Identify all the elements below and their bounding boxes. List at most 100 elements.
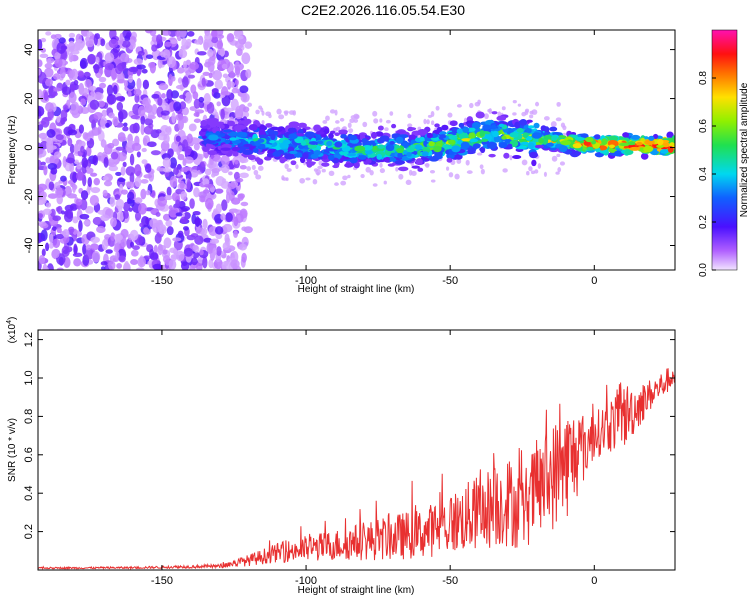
spectrogram-y-tick-label: -40 bbox=[23, 238, 35, 254]
spectrogram-noise-blob bbox=[179, 101, 187, 110]
spectrogram-faint-dot bbox=[312, 178, 318, 185]
spectrogram-ridge-blob bbox=[465, 150, 476, 155]
spectrogram-ridge-blob bbox=[501, 135, 507, 140]
spectrogram-ridge-blob bbox=[357, 155, 367, 160]
spectrogram-ridge-blob bbox=[221, 143, 232, 149]
snr-x-tick-label: -100 bbox=[295, 575, 317, 587]
spectrogram-ridge-blob bbox=[344, 163, 354, 168]
spectrogram-noise-blob bbox=[224, 233, 230, 244]
spectrogram-noise-blob bbox=[168, 207, 179, 218]
spectrogram-ridge-blob bbox=[522, 132, 529, 139]
spectrogram-faint-dot bbox=[502, 168, 508, 173]
spectrogram-faint-dot bbox=[447, 112, 453, 118]
spectrogram-noise-blob bbox=[108, 260, 116, 270]
spectrogram-noise-blob bbox=[143, 227, 150, 235]
spectrogram-noise-blob bbox=[235, 105, 243, 116]
spectrogram-noise-blob bbox=[213, 92, 221, 99]
spectrogram-noise-blob bbox=[193, 112, 200, 117]
spectrogram-noise-blob bbox=[105, 122, 110, 128]
spectrogram-ridge-blob bbox=[451, 145, 461, 153]
spectrogram-ridge-blob bbox=[307, 144, 317, 149]
spectrogram-ridge-blob bbox=[389, 140, 395, 145]
spectrogram-noise-blob bbox=[103, 156, 109, 168]
spectrogram-faint-dot bbox=[317, 165, 323, 170]
spectrogram-ridge-blob bbox=[284, 153, 295, 160]
spectrogram-noise-blob bbox=[140, 188, 147, 200]
spectrogram-noise-blob bbox=[167, 148, 174, 158]
spectrogram-ridge-blob bbox=[526, 119, 533, 123]
spectrogram-ridge-blob bbox=[439, 131, 447, 136]
spectrogram-faint-dot bbox=[362, 121, 368, 128]
spectrogram-noise-blob bbox=[40, 161, 46, 166]
spectrogram-noise-blob bbox=[193, 142, 200, 151]
spectrogram-x-tick-label: -100 bbox=[295, 275, 317, 287]
spectrogram-noise-blob bbox=[67, 137, 73, 147]
spectrogram-ridge-blob bbox=[480, 138, 489, 142]
spectrogram-faint-dot bbox=[512, 112, 517, 116]
spectrogram-noise-blob bbox=[160, 51, 166, 58]
spectrogram-noise-blob bbox=[214, 188, 224, 194]
spectrogram-ridge-blob bbox=[315, 131, 325, 135]
spectrogram-noise-blob bbox=[39, 53, 49, 58]
spectrogram-noise-blob bbox=[137, 202, 147, 215]
spectrogram-noise-blob bbox=[87, 95, 94, 102]
spectrogram-ridge-blob bbox=[289, 150, 298, 155]
spectrogram-noise-blob bbox=[52, 238, 61, 249]
spectrogram-noise-blob bbox=[136, 64, 146, 70]
spectrogram-noise-blob bbox=[126, 32, 131, 39]
spectrogram-ridge-blob bbox=[666, 131, 674, 139]
spectrogram-noise-blob bbox=[44, 67, 54, 78]
spectrogram-noise-blob bbox=[167, 56, 176, 68]
spectrogram-noise-blob bbox=[178, 49, 188, 59]
spectrogram-noise-blob bbox=[73, 258, 82, 267]
spectrogram-noise-blob bbox=[97, 209, 108, 215]
spectrogram-faint-dot bbox=[305, 177, 311, 181]
spectrogram-noise-blob bbox=[98, 58, 104, 71]
spectrogram-noise-blob bbox=[55, 134, 64, 141]
spectrogram-noise-blob bbox=[198, 96, 205, 103]
spectrogram-noise-blob bbox=[175, 199, 181, 208]
spectrogram-faint-dot bbox=[372, 110, 378, 117]
spectrogram-faint-dot bbox=[255, 109, 260, 115]
spectrogram-ridge-blob bbox=[441, 144, 452, 150]
spectrogram-noise-blob bbox=[73, 79, 79, 86]
spectrogram-ridge-blob bbox=[428, 141, 435, 147]
spectrogram-noise-blob bbox=[66, 208, 74, 220]
spectrogram-faint-dot bbox=[446, 166, 450, 171]
spectrogram-noise-blob bbox=[45, 202, 52, 208]
snr-y-tick-label: 0.8 bbox=[23, 409, 35, 424]
spectrogram-faint-dot bbox=[276, 108, 282, 115]
spectrogram-ridge-blob bbox=[516, 127, 524, 133]
spectrogram-noise-blob bbox=[241, 252, 247, 263]
spectrogram-ridge-blob bbox=[572, 143, 582, 149]
spectrogram-ridge-blob bbox=[560, 140, 571, 146]
spectrogram-noise-blob bbox=[127, 91, 132, 98]
spectrogram-ridge-blob bbox=[543, 134, 553, 140]
spectrogram-noise-blob bbox=[70, 101, 80, 114]
spectrogram-y-ticks: -40 -20 0 20 40 bbox=[23, 43, 675, 253]
spectrogram-noise-blob bbox=[182, 76, 189, 88]
spectrogram-noise-blob bbox=[85, 166, 91, 172]
spectrogram-ridge-blob bbox=[266, 152, 275, 158]
spectrogram-ridge-blob bbox=[297, 122, 307, 128]
spectrogram-faint-dot bbox=[365, 166, 371, 173]
spectrogram-noise-blob bbox=[100, 38, 106, 47]
spectrogram-noise-blob bbox=[163, 237, 172, 249]
spectrogram-noise-blob bbox=[193, 118, 202, 123]
spectrogram-noise-blob bbox=[145, 30, 153, 34]
spectrogram-faint-dot bbox=[474, 101, 481, 107]
spectrogram-noise-blob bbox=[101, 239, 108, 251]
spectrogram-ridge-blob bbox=[332, 164, 340, 169]
spectrogram-noise-blob bbox=[210, 30, 218, 38]
spectrogram-noise-blob bbox=[115, 146, 125, 151]
spectrogram-noise-blob bbox=[178, 145, 183, 153]
spectrogram-noise-blob bbox=[147, 114, 156, 120]
spectrogram-faint-dot bbox=[353, 118, 359, 123]
spectrogram-noise-blob bbox=[183, 247, 194, 257]
spectrogram-ridge-blob bbox=[479, 130, 485, 137]
spectrogram-faint-dot bbox=[529, 110, 534, 115]
spectrogram-noise-blob bbox=[134, 176, 142, 188]
spectrogram-noise-blob bbox=[161, 114, 170, 120]
spectrogram-ridge-blob bbox=[496, 115, 507, 121]
snr-x-tick-label: 0 bbox=[591, 575, 597, 587]
